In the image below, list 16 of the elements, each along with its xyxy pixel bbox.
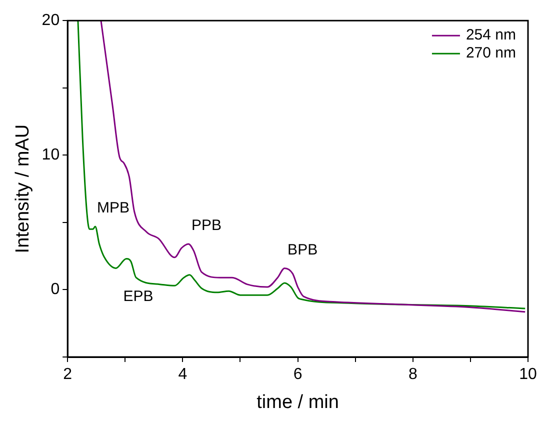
annotation: EPB — [123, 288, 154, 305]
x-tick-label: 6 — [293, 366, 302, 384]
annotation: MPB — [96, 200, 130, 217]
legend-label: 254 nm — [466, 26, 516, 44]
x-tick-label: 4 — [178, 366, 188, 384]
x-tick-label: 8 — [408, 366, 418, 384]
x-axis-title: time / min — [256, 392, 339, 413]
annotation: PPB — [191, 217, 222, 234]
x-tick-label: 2 — [63, 366, 72, 384]
annotation: BPB — [288, 241, 318, 258]
y-tick-label: 0 — [50, 281, 60, 298]
x-tick-label: 10 — [519, 366, 537, 384]
legend-label: 270 nm — [466, 44, 516, 62]
y-axis-title: Intensity / mAU — [12, 124, 34, 254]
y-tick-label: 20 — [42, 12, 60, 30]
y-tick-label: 10 — [42, 146, 60, 164]
